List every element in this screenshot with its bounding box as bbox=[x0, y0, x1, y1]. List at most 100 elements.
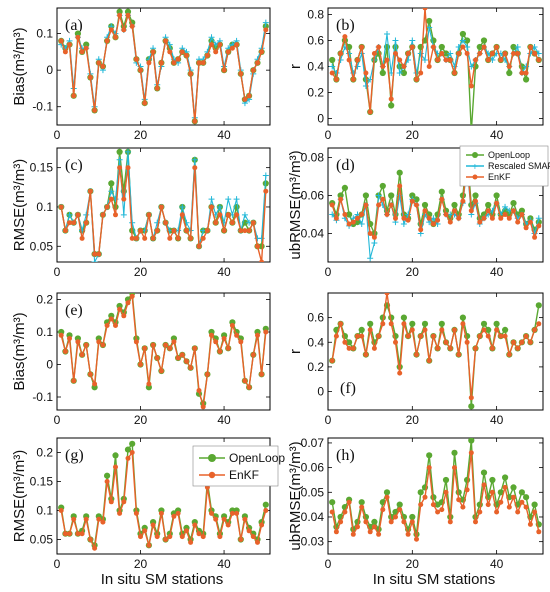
y-tick-label: 0.1 bbox=[36, 504, 53, 518]
x-tick-label: 40 bbox=[490, 413, 504, 427]
y-axis-label: r bbox=[287, 64, 304, 69]
data-point-enkf bbox=[477, 51, 483, 56]
x-tick-label: 0 bbox=[325, 265, 332, 279]
data-point-enkf bbox=[414, 202, 419, 208]
data-point-enkf bbox=[388, 96, 394, 102]
data-point-enkf bbox=[238, 228, 244, 234]
data-point-openloop bbox=[124, 8, 132, 15]
data-point-smap bbox=[396, 70, 403, 76]
data-point-openloop bbox=[476, 43, 483, 51]
data-point-openloop bbox=[329, 499, 336, 506]
data-point-enkf bbox=[209, 204, 214, 210]
data-point-enkf bbox=[154, 228, 160, 234]
data-point-enkf bbox=[329, 70, 335, 76]
data-point-enkf bbox=[456, 51, 462, 56]
data-point-enkf bbox=[473, 345, 478, 351]
data-point-enkf bbox=[439, 507, 445, 513]
data-point-enkf bbox=[355, 333, 360, 339]
data-point-enkf bbox=[350, 77, 356, 82]
data-point-openloop bbox=[489, 476, 496, 484]
data-point-enkf bbox=[133, 56, 139, 62]
data-point-enkf bbox=[108, 196, 114, 202]
data-point-enkf bbox=[519, 212, 525, 217]
y-tick-label: 0.05 bbox=[30, 239, 54, 253]
data-point-enkf bbox=[380, 64, 386, 69]
data-point-enkf bbox=[456, 215, 462, 221]
data-point-enkf bbox=[342, 34, 348, 40]
data-point-enkf bbox=[346, 345, 352, 351]
data-point-enkf bbox=[209, 42, 214, 48]
data-point-openloop bbox=[421, 201, 429, 209]
legend-enkf-label: EnKF bbox=[488, 172, 511, 182]
x-tick-label: 20 bbox=[134, 557, 148, 571]
data-point-enkf bbox=[171, 228, 177, 234]
data-point-enkf bbox=[342, 509, 348, 515]
data-point-smap bbox=[384, 31, 391, 37]
data-point-enkf bbox=[146, 381, 152, 387]
data-point-enkf bbox=[188, 71, 194, 77]
data-point-enkf bbox=[142, 528, 148, 534]
data-point-enkf bbox=[494, 200, 500, 206]
data-point-openloop bbox=[464, 476, 471, 484]
data-point-enkf bbox=[422, 494, 428, 500]
data-point-smap bbox=[66, 211, 73, 218]
x-tick-label: 20 bbox=[134, 265, 148, 279]
data-point-enkf bbox=[456, 497, 462, 503]
data-point-enkf bbox=[163, 537, 169, 542]
data-point-enkf bbox=[468, 208, 474, 214]
data-point-enkf bbox=[171, 60, 177, 66]
data-point-enkf bbox=[477, 509, 483, 515]
data-point-enkf bbox=[388, 202, 394, 208]
y-tick-label: 0.15 bbox=[30, 475, 54, 489]
data-point-enkf bbox=[163, 220, 169, 226]
data-point-enkf bbox=[498, 499, 504, 505]
data-point-enkf bbox=[536, 321, 542, 327]
x-tick-label: 40 bbox=[490, 557, 504, 571]
data-point-enkf bbox=[150, 522, 156, 528]
data-point-enkf bbox=[350, 219, 356, 225]
data-point-enkf bbox=[477, 219, 483, 225]
data-point-enkf bbox=[204, 53, 210, 58]
data-point-enkf bbox=[255, 60, 260, 66]
data-point-smap bbox=[329, 63, 336, 70]
data-point-enkf bbox=[221, 516, 227, 522]
data-point-smap bbox=[329, 211, 336, 218]
data-point-enkf bbox=[133, 339, 139, 345]
legend-bottom-enkf-label: EnKF bbox=[229, 468, 259, 482]
data-point-enkf bbox=[359, 333, 365, 339]
data-point-enkf bbox=[196, 531, 202, 537]
data-point-enkf bbox=[192, 165, 198, 171]
data-point-openloop bbox=[468, 128, 474, 134]
data-point-enkf bbox=[209, 510, 214, 516]
data-point-smap bbox=[375, 192, 382, 199]
data-point-enkf bbox=[192, 345, 198, 351]
data-point-enkf bbox=[388, 519, 394, 525]
data-point-enkf bbox=[460, 198, 466, 204]
data-point-openloop bbox=[388, 192, 395, 199]
data-point-enkf bbox=[527, 219, 533, 225]
data-point-enkf bbox=[498, 215, 504, 221]
data-point-enkf bbox=[380, 196, 386, 202]
data-point-enkf bbox=[329, 509, 335, 515]
data-point-enkf bbox=[213, 516, 219, 522]
data-point-enkf bbox=[388, 321, 394, 327]
data-point-enkf bbox=[511, 208, 516, 214]
data-point-enkf bbox=[519, 70, 525, 76]
data-point-openloop bbox=[459, 30, 466, 38]
data-point-enkf bbox=[350, 531, 356, 537]
data-point-smap bbox=[262, 19, 269, 26]
data-point-openloop bbox=[409, 320, 416, 327]
panel-label: (h) bbox=[336, 447, 355, 464]
data-point-openloop bbox=[329, 56, 336, 64]
data-point-openloop bbox=[116, 148, 123, 155]
data-point-enkf bbox=[125, 455, 131, 461]
panel-1: 0 0.2 0.4 0.6 0.8 0 20 40 r (b) bbox=[287, 7, 544, 142]
data-point-enkf bbox=[229, 510, 235, 516]
data-point-enkf bbox=[393, 51, 398, 56]
data-point-enkf bbox=[154, 355, 160, 361]
data-point-smap bbox=[358, 221, 365, 227]
data-point-enkf bbox=[371, 51, 377, 56]
data-point-enkf bbox=[117, 306, 123, 312]
data-point-enkf bbox=[75, 339, 81, 345]
